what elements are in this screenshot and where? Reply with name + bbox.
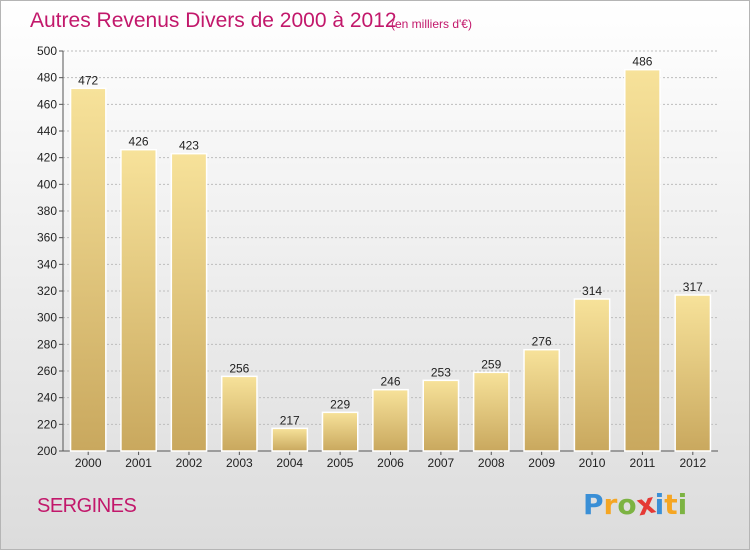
city-name: SERGINES — [37, 495, 137, 517]
bar — [220, 375, 258, 452]
data-label: 314 — [582, 284, 602, 298]
bars — [69, 68, 712, 452]
y-tick-label: 380 — [37, 204, 57, 218]
x-tick-label: 2002 — [176, 456, 203, 470]
y-tick-label: 220 — [37, 417, 57, 431]
proxiti-logo: Proxiti — [583, 486, 688, 522]
data-label: 253 — [431, 365, 451, 379]
data-label: 423 — [179, 139, 199, 153]
chart-title: Autres Revenus Divers de 2000 à 2012 — [30, 9, 397, 32]
data-label: 276 — [532, 335, 552, 349]
y-tick-label: 320 — [37, 284, 57, 298]
data-label: 217 — [280, 413, 300, 427]
y-tick-label: 280 — [37, 337, 57, 351]
data-label: 426 — [129, 135, 149, 149]
bar — [472, 371, 510, 452]
data-label: 317 — [683, 280, 703, 294]
y-tick-label: 300 — [37, 311, 57, 325]
bar — [422, 379, 460, 452]
logo-letter: o — [617, 488, 637, 521]
data-label: 256 — [229, 361, 249, 375]
y-tick-label: 440 — [37, 124, 57, 138]
logo-letter: i — [677, 488, 688, 521]
x-tick-label: 2010 — [579, 456, 606, 470]
y-tick-label: 340 — [37, 257, 57, 271]
bar — [372, 388, 409, 452]
data-label: 486 — [632, 55, 652, 69]
bar — [624, 68, 661, 452]
y-tick-label: 200 — [37, 444, 57, 458]
logo-letter: t — [664, 488, 678, 521]
x-tick-label: 2003 — [226, 456, 253, 470]
x-tick-label: 2005 — [327, 456, 354, 470]
bar — [523, 348, 561, 452]
y-tick-label: 260 — [37, 364, 57, 378]
y-tick-label: 460 — [37, 97, 57, 111]
logo-letter: P — [583, 488, 604, 521]
logo-letter: r — [603, 488, 618, 521]
x-tick-label: 2000 — [75, 456, 102, 470]
bar — [573, 298, 611, 452]
y-tick-label: 360 — [37, 231, 57, 245]
data-label: 472 — [78, 73, 98, 87]
bar — [69, 87, 107, 452]
x-tick-label: 2001 — [125, 456, 152, 470]
bar — [271, 427, 309, 452]
y-tick-label: 500 — [37, 44, 57, 58]
x-tick-label: 2006 — [377, 456, 404, 470]
data-label: 229 — [330, 397, 350, 411]
chart-subtitle: (en milliers d'€) — [391, 17, 472, 31]
x-tick-label: 2009 — [528, 456, 555, 470]
data-label: 259 — [481, 357, 501, 371]
y-tick-label: 240 — [37, 391, 57, 405]
y-tick-label: 420 — [37, 151, 57, 165]
x-tick-label: 2004 — [276, 456, 303, 470]
x-tick-label: 2008 — [478, 456, 505, 470]
x-tick-label: 2011 — [630, 456, 656, 470]
bar — [170, 152, 208, 452]
logo-letter: i — [654, 488, 665, 521]
y-tick-label: 400 — [37, 177, 57, 191]
data-label: 246 — [380, 375, 400, 389]
y-tick-label: 480 — [37, 71, 57, 85]
x-tick-label: 2007 — [428, 456, 455, 470]
bar — [321, 411, 359, 452]
data-labels: 472 426 423 256 217 229 246 253 259 276 314 486 317 — [78, 55, 703, 428]
axes: 200 220 240 260 280 300 320 340 360 380 400 420 440 4… — [37, 44, 718, 470]
bar — [120, 148, 157, 452]
x-tick-label: 2012 — [679, 456, 706, 470]
bar — [674, 294, 712, 452]
